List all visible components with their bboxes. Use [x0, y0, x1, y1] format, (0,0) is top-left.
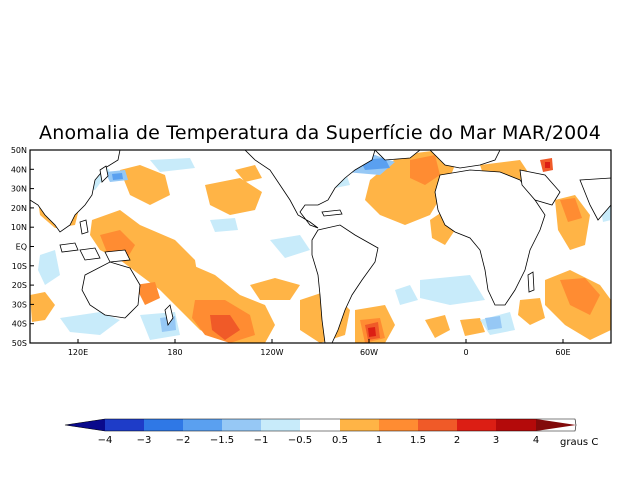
colorbar-swatch: [457, 419, 496, 431]
colorbar-label: 1.5: [410, 435, 426, 446]
colorbar-swatch: [222, 419, 261, 431]
colorbar-label: 0.5: [332, 435, 348, 446]
lon-label: 180: [167, 348, 182, 357]
lon-label: 0: [463, 348, 468, 357]
lat-label: EQ: [16, 243, 27, 252]
colorbar-swatch: [340, 419, 379, 431]
colorbar-swatch: [65, 419, 105, 431]
longitude-axis: 120E 180 120W 60W 0 60E: [68, 339, 571, 357]
lat-label: 10N: [11, 223, 27, 232]
colorbar-label: −3: [137, 435, 152, 446]
lat-label: 10S: [12, 262, 27, 271]
continent-outlines: [30, 150, 611, 343]
lat-label: 50N: [11, 146, 27, 155]
colorbar-swatch: [379, 419, 418, 431]
colorbar-swatch: [496, 419, 536, 431]
colorbar-swatch: [418, 419, 457, 431]
lon-label: 120W: [260, 348, 283, 357]
colorbar-label: −1.5: [210, 435, 234, 446]
colorbar-label: 4: [533, 435, 539, 446]
lon-label: 60E: [555, 348, 570, 357]
lat-label: 30N: [11, 185, 27, 194]
colorbar-label: −2: [176, 435, 191, 446]
colorbar: −4 −3 −2 −1.5 −1 −0.5 0.5 1 1.5 2 3 4 gr…: [64, 418, 598, 448]
colorbar-swatch: [144, 419, 183, 431]
colorbar-label: −4: [98, 435, 113, 446]
colorbar-label: −0.5: [288, 435, 312, 446]
colorbar-label: 2: [454, 435, 460, 446]
lat-label: 20S: [12, 281, 27, 290]
colorbar-swatch: [536, 419, 576, 431]
lat-label: 30S: [12, 300, 27, 309]
latitude-axis: 50N 40N 30N 20N 10N EQ 10S 20S 30S 40S 5…: [11, 146, 34, 348]
colorbar-label: −1: [254, 435, 269, 446]
colorbar-swatch: [183, 419, 222, 431]
map-title: Anomalia de Temperatura da Superfície do…: [39, 122, 601, 144]
colorbar-label: 3: [493, 435, 499, 446]
colorbar-swatch: [300, 419, 340, 431]
colorbar-units: graus C: [560, 437, 598, 448]
lat-label: 50S: [12, 339, 27, 348]
colorbar-swatch: [261, 419, 300, 431]
lat-label: 40S: [12, 320, 27, 329]
lat-label: 20N: [11, 204, 27, 213]
lat-label: 40N: [11, 165, 27, 174]
colorbar-label: 1: [376, 435, 382, 446]
lon-label: 120E: [68, 348, 88, 357]
colorbar-swatch: [105, 419, 144, 431]
lon-label: 60W: [360, 348, 378, 357]
